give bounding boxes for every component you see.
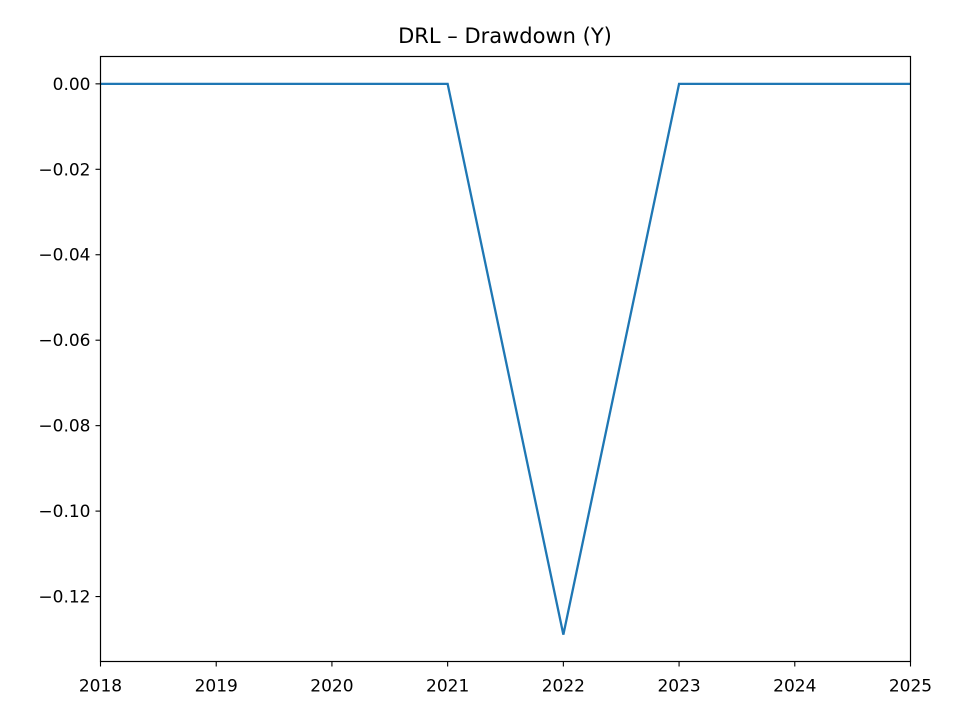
y-tick-label: −0.06	[38, 331, 90, 351]
chart-title: DRL – Drawdown (Y)	[398, 24, 612, 48]
series-line-0	[100, 82, 911, 635]
x-axis: 2018 2019 2020 2021 2022 2023 2024 2025	[79, 661, 932, 697]
x-tick-label: 2020	[310, 677, 353, 697]
x-tick-label: 2019	[195, 677, 238, 697]
y-tick-label: −0.04	[38, 246, 90, 266]
x-tick-label: 2022	[542, 677, 585, 697]
x-tick-label: 2025	[889, 677, 932, 697]
plot-area	[100, 82, 911, 635]
y-tick-label: −0.12	[38, 588, 90, 608]
x-tick-label: 2023	[657, 677, 700, 697]
y-tick-label: −0.10	[38, 502, 90, 522]
y-axis: 0.00 −0.02 −0.04 −0.06 −0.08 −0.10 −0.12	[38, 75, 101, 608]
x-tick-label: 2024	[773, 677, 816, 697]
y-tick-label: 0.00	[53, 75, 91, 95]
y-tick-label: −0.02	[38, 160, 90, 180]
x-tick-label: 2018	[79, 677, 122, 697]
y-tick-label: −0.08	[38, 417, 90, 437]
plot-frame	[99, 55, 912, 663]
x-tick-label: 2021	[426, 677, 469, 697]
